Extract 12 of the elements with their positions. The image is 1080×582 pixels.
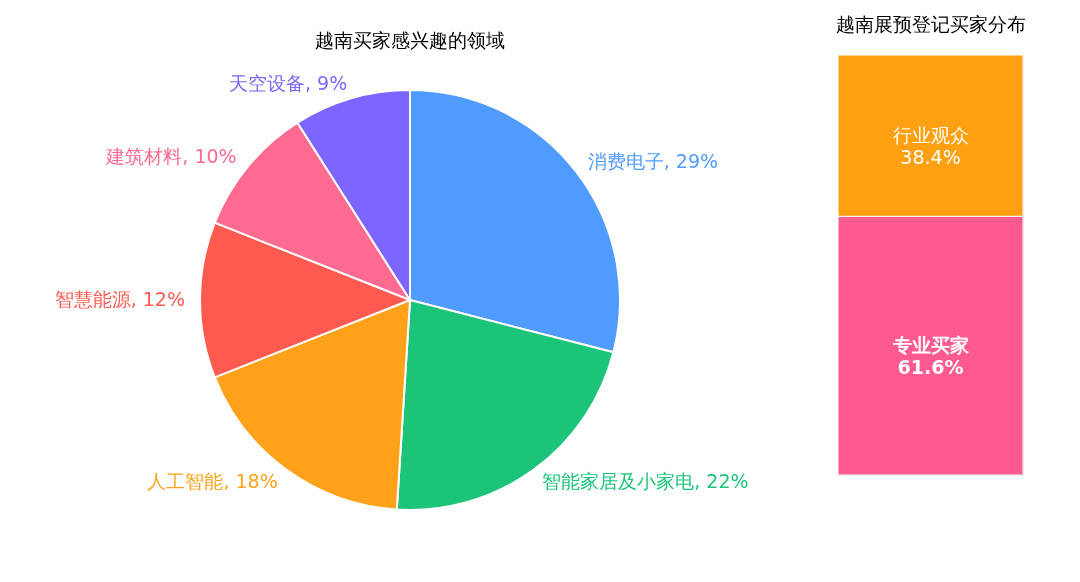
slice-label: 天空设备, 9% [228,71,348,94]
slice-label: 消费电子, 29% [587,150,719,173]
slice-label: 智能家居及小家电, 22% [542,470,749,493]
chart-title: 越南展预登记买家分布 [835,12,1026,35]
data-label: 61.6% [897,355,964,378]
slice-label: 人工智能, 18% [147,470,278,493]
chart-title: 越南买家感兴趣的领域 [315,29,505,51]
slice-label: 建筑材料, 10% [105,144,237,167]
slice-label: 智慧能源, 12% [54,288,185,310]
series-label: 行业观众 [892,123,969,146]
data-label: 38.4% [900,145,961,168]
series-label: 专业买家 [891,333,969,356]
